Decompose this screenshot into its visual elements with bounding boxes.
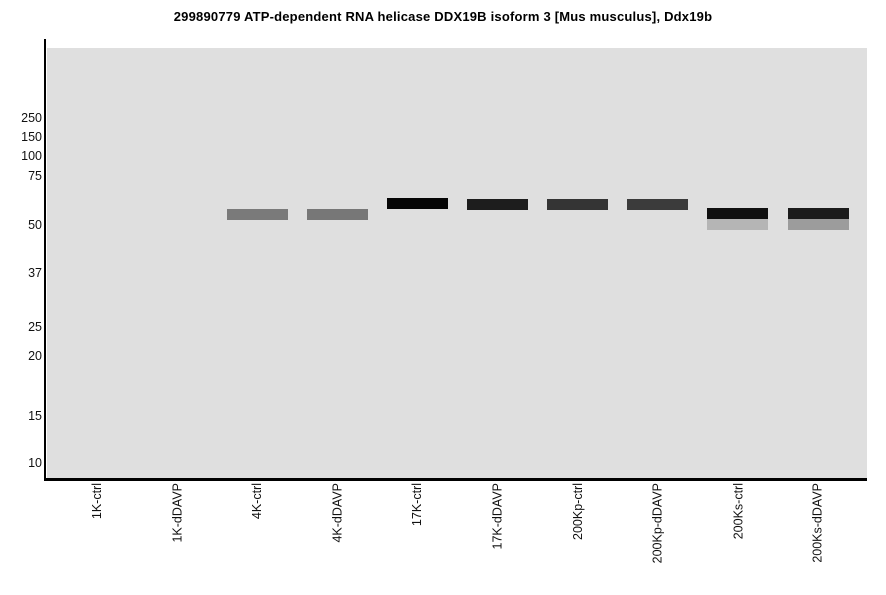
protein-band-200Ks-ctrl xyxy=(707,208,769,219)
mw-marker-label-150: 150 xyxy=(21,130,42,144)
lane-label-4K-dDAVP: 4K-dDAVP xyxy=(330,483,345,543)
protein-band-200Ks-dDAVP-2 xyxy=(787,219,849,230)
mw-marker-label-100: 100 xyxy=(21,149,42,163)
mw-marker-label-37: 37 xyxy=(28,265,42,280)
x-axis-line xyxy=(43,477,867,481)
mw-marker-label-10: 10 xyxy=(28,455,42,470)
protein-band-17K-dDAVP xyxy=(467,198,529,210)
protein-band-200Ks-dDAVP xyxy=(787,208,849,219)
lane-label-1K-ctrl: 1K-ctrl xyxy=(89,483,104,520)
lane-label-1K-dDAVP: 1K-dDAVP xyxy=(170,483,185,543)
protein-band-200Kp-dDAVP xyxy=(627,198,689,210)
chart-title: 299890779 ATP-dependent RNA helicase DDX… xyxy=(173,9,713,24)
lane-label-17K-ctrl: 17K-ctrl xyxy=(410,483,425,527)
mw-marker-label-50: 50 xyxy=(28,217,42,232)
protein-band-4K-dDAVP xyxy=(306,209,368,220)
protein-band-17K-ctrl xyxy=(386,198,448,209)
protein-band-200Ks-ctrl-2 xyxy=(707,219,769,230)
mw-marker-label-75: 75 xyxy=(28,168,42,183)
protein-band-4K-ctrl xyxy=(226,209,288,220)
lane-label-200Ks-dDAVP: 200Ks-dDAVP xyxy=(811,483,826,563)
lane-label-200Kp-ctrl: 200Kp-ctrl xyxy=(570,483,585,540)
mw-marker-label-20: 20 xyxy=(28,348,42,363)
mw-marker-label-25: 25 xyxy=(28,319,42,334)
lane-label-4K-ctrl: 4K-ctrl xyxy=(250,483,265,520)
gel-background xyxy=(46,48,867,478)
y-axis-line xyxy=(43,39,46,481)
mw-marker-label-15: 15 xyxy=(28,408,42,423)
lane-label-17K-dDAVP: 17K-dDAVP xyxy=(490,483,505,550)
lane-label-200Kp-dDAVP: 200Kp-dDAVP xyxy=(650,483,665,564)
protein-band-200Kp-ctrl xyxy=(547,198,609,210)
lane-label-200Ks-ctrl: 200Ks-ctrl xyxy=(730,483,745,540)
mw-marker-label-250: 250 xyxy=(21,110,42,125)
